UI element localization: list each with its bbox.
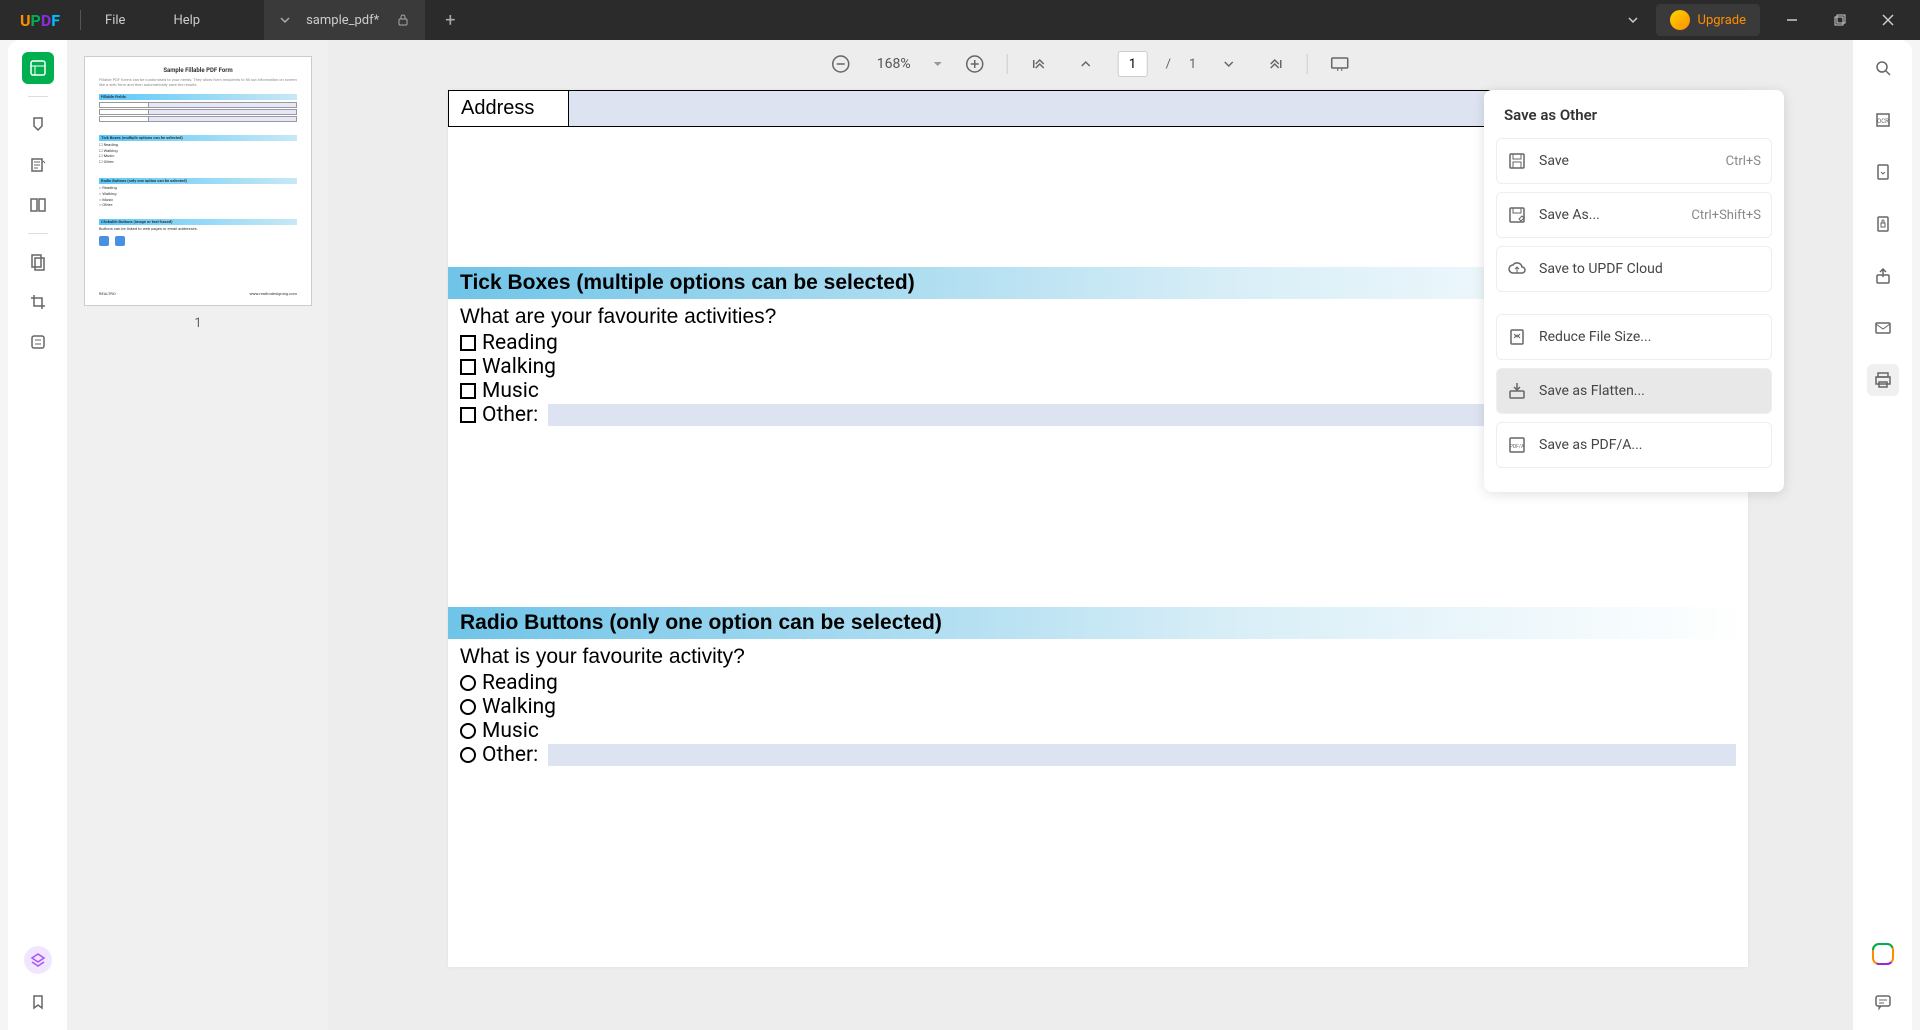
- save-as-pdfa-button[interactable]: PDF/A Save as PDF/A...: [1496, 422, 1772, 468]
- flatten-icon: [1507, 381, 1527, 401]
- chat-icon[interactable]: [1867, 986, 1899, 1018]
- email-icon[interactable]: [1867, 312, 1899, 344]
- document-tab[interactable]: sample_pdf*: [264, 0, 425, 40]
- tab-title: sample_pdf*: [306, 13, 379, 28]
- updf-logo-icon[interactable]: [1871, 942, 1895, 966]
- checkbox-icon[interactable]: [460, 383, 476, 399]
- save-as-flatten-button[interactable]: Save as Flatten...: [1496, 368, 1772, 414]
- page-input[interactable]: [1118, 51, 1148, 77]
- radio-other: Other:: [448, 743, 1748, 767]
- titlebar: UPDF File Help sample_pdf* + Upgrade: [0, 0, 1920, 40]
- save-as-other-panel: Save as Other Save Ctrl+S Save As... Ctr…: [1484, 90, 1784, 492]
- comment-tool[interactable]: [22, 149, 54, 181]
- radio-header: Radio Buttons (only one option can be se…: [448, 607, 1748, 639]
- radio-question: What is your favourite activity?: [448, 639, 1748, 671]
- menu-file[interactable]: File: [81, 13, 149, 28]
- presentation-button[interactable]: [1325, 50, 1353, 78]
- save-to-cloud-button[interactable]: Save to UPDF Cloud: [1496, 246, 1772, 292]
- page-total: 1: [1189, 57, 1196, 72]
- app-logo: UPDF: [0, 11, 80, 30]
- upgrade-label: Upgrade: [1698, 13, 1746, 28]
- new-tab-button[interactable]: +: [445, 10, 455, 31]
- thumbnail-panel: Sample Fillable PDF Form Fillable PDF fo…: [68, 40, 328, 1030]
- next-page-button[interactable]: [1214, 50, 1242, 78]
- right-sidebar: OCR: [1852, 40, 1912, 1030]
- save-button[interactable]: Save Ctrl+S: [1496, 138, 1772, 184]
- radio-music: Music: [448, 719, 1748, 743]
- crop-tool[interactable]: [22, 286, 54, 318]
- separator: [1306, 54, 1307, 74]
- left-sidebar: [8, 40, 68, 1030]
- first-page-button[interactable]: [1026, 50, 1054, 78]
- layers-icon[interactable]: [24, 946, 52, 974]
- bookmark-icon[interactable]: [22, 986, 54, 1018]
- separator: [28, 96, 48, 97]
- svg-text:OCR: OCR: [1877, 118, 1889, 125]
- compress-icon: [1507, 327, 1527, 347]
- share-icon[interactable]: [1867, 260, 1899, 292]
- cloud-icon: [1507, 259, 1527, 279]
- zoom-dropdown-icon[interactable]: [933, 59, 943, 69]
- close-button[interactable]: [1872, 4, 1904, 36]
- ocr-icon[interactable]: OCR: [1867, 104, 1899, 136]
- last-page-button[interactable]: [1260, 50, 1288, 78]
- radio-icon[interactable]: [460, 747, 476, 763]
- checkbox-icon[interactable]: [460, 407, 476, 423]
- radio-icon[interactable]: [460, 699, 476, 715]
- redact-tool[interactable]: [22, 326, 54, 358]
- checkbox-icon[interactable]: [460, 359, 476, 375]
- form-tool[interactable]: [22, 246, 54, 278]
- page-slash: /: [1166, 57, 1171, 72]
- radio-icon[interactable]: [460, 723, 476, 739]
- save-as-icon: [1507, 205, 1527, 225]
- zoom-value: 168%: [873, 56, 915, 72]
- menu-help[interactable]: Help: [149, 13, 224, 28]
- upgrade-button[interactable]: Upgrade: [1656, 4, 1760, 36]
- main-area: Sample Fillable PDF Form Fillable PDF fo…: [8, 40, 1912, 1030]
- thumbnail-number: 1: [84, 316, 312, 331]
- radio-icon[interactable]: [460, 675, 476, 691]
- chevron-down-icon[interactable]: [1626, 13, 1640, 27]
- lock-icon: [397, 14, 409, 26]
- tab-dropdown-icon: [280, 15, 290, 25]
- reduce-file-size-button[interactable]: Reduce File Size...: [1496, 314, 1772, 360]
- radio-walking: Walking: [448, 695, 1748, 719]
- zoom-in-button[interactable]: [961, 50, 989, 78]
- prev-page-button[interactable]: [1072, 50, 1100, 78]
- maximize-button[interactable]: [1824, 4, 1856, 36]
- save-icon: [1507, 151, 1527, 171]
- minimize-button[interactable]: [1776, 4, 1808, 36]
- save-panel-title: Save as Other: [1496, 106, 1772, 138]
- page-thumbnail[interactable]: Sample Fillable PDF Form Fillable PDF fo…: [84, 56, 312, 306]
- avatar-icon: [1670, 10, 1690, 30]
- protect-icon[interactable]: [1867, 208, 1899, 240]
- content-area: 168% / 1 Address Tick Boxes (multiple op…: [328, 40, 1852, 1030]
- thumbnails-tool[interactable]: [22, 52, 54, 84]
- page-tool[interactable]: [22, 189, 54, 221]
- print-icon[interactable]: [1867, 364, 1899, 396]
- address-label: Address: [449, 91, 569, 126]
- page-toolbar: 168% / 1: [827, 50, 1354, 78]
- separator: [28, 233, 48, 234]
- svg-text:PDF/A: PDF/A: [1510, 444, 1525, 450]
- separator: [1007, 54, 1008, 74]
- radio-reading: Reading: [448, 671, 1748, 695]
- pdfa-icon: PDF/A: [1507, 435, 1527, 455]
- other-field[interactable]: [548, 744, 1736, 766]
- highlight-tool[interactable]: [22, 109, 54, 141]
- save-as-button[interactable]: Save As... Ctrl+Shift+S: [1496, 192, 1772, 238]
- convert-icon[interactable]: [1867, 156, 1899, 188]
- zoom-out-button[interactable]: [827, 50, 855, 78]
- search-icon[interactable]: [1867, 52, 1899, 84]
- checkbox-icon[interactable]: [460, 335, 476, 351]
